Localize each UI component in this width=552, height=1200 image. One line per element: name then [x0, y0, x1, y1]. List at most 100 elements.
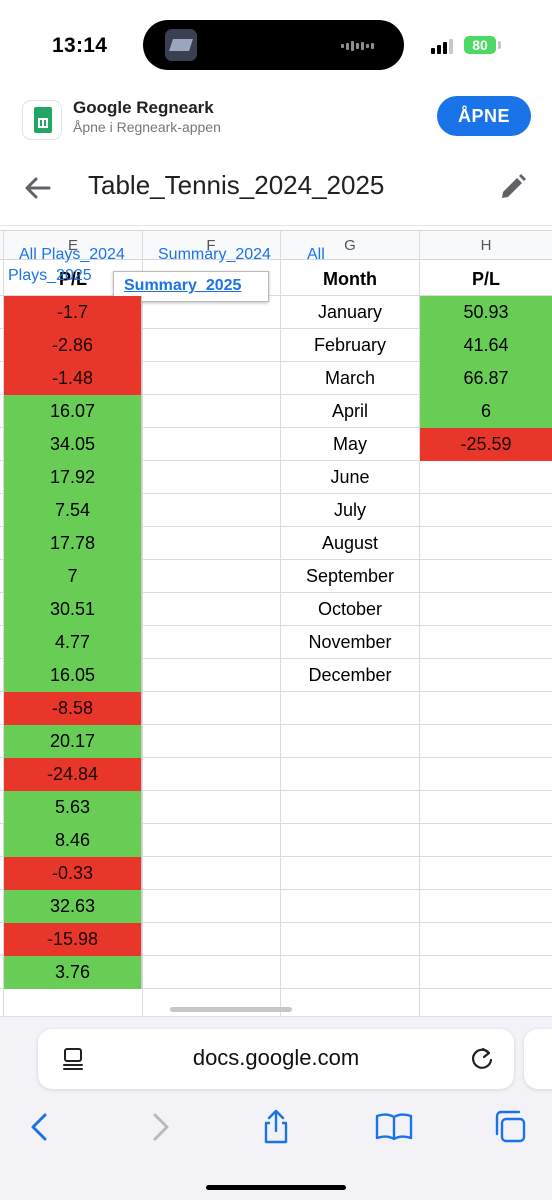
- sheet-tab-all-plays-2024[interactable]: All Plays_2024: [19, 246, 125, 263]
- month-cell[interactable]: April: [331, 401, 368, 421]
- pl-cell[interactable]: -8.58: [4, 692, 142, 725]
- pl-cell[interactable]: 34.05: [4, 428, 142, 461]
- pl-cell[interactable]: 7.54: [4, 494, 142, 527]
- month-cell[interactable]: August: [321, 533, 379, 553]
- month-cell[interactable]: December: [308, 665, 392, 685]
- monthly-pl-cell[interactable]: 6: [420, 395, 552, 428]
- table-row: -0.33: [0, 857, 552, 890]
- table-row: -2.86 February 41.64: [0, 329, 552, 362]
- table-row: 30.51 October: [0, 593, 552, 626]
- table-row: 5.63: [0, 791, 552, 824]
- pl-cell[interactable]: 32.63: [4, 890, 142, 923]
- spreadsheet-grid[interactable]: E F G H P/L Month P/L All Plays_2024 Sum…: [0, 226, 552, 1016]
- share-icon[interactable]: [256, 1107, 296, 1147]
- document-header: Table_Tennis_2024_2025: [0, 150, 552, 226]
- table-row: 4.77 November: [0, 626, 552, 659]
- column-header-g[interactable]: G: [344, 237, 356, 254]
- pl-cell[interactable]: 17.78: [4, 527, 142, 560]
- battery-level: 80: [472, 37, 488, 53]
- monthly-pl-cell[interactable]: 41.64: [420, 329, 552, 362]
- sheet-tab-all-plays-2025-part[interactable]: All: [307, 246, 325, 263]
- pl-cell[interactable]: -2.86: [4, 329, 142, 362]
- pl-cell[interactable]: 17.92: [4, 461, 142, 494]
- header-month[interactable]: Month: [323, 268, 377, 289]
- pl-cell[interactable]: 3.76: [4, 956, 142, 989]
- table-row: -8.58: [0, 692, 552, 725]
- sheet-tab-summary-2025-label: Summary_2025: [124, 277, 242, 294]
- pl-cell[interactable]: 16.07: [4, 395, 142, 428]
- back-arrow-icon[interactable]: [22, 172, 54, 204]
- pl-cell[interactable]: 8.46: [4, 824, 142, 857]
- tabs-icon[interactable]: [492, 1107, 532, 1147]
- pl-cell[interactable]: -1.7: [4, 296, 142, 329]
- banner-app-name: Google Regneark: [73, 98, 214, 117]
- table-row: 32.63: [0, 890, 552, 923]
- status-bar: 13:14 80: [0, 0, 552, 90]
- open-app-button[interactable]: ÅPNE: [437, 96, 531, 136]
- month-cell[interactable]: June: [330, 467, 370, 487]
- table-row: 16.05 December: [0, 659, 552, 692]
- header-pl-h[interactable]: P/L: [471, 268, 500, 289]
- edit-pencil-icon[interactable]: [498, 172, 528, 202]
- table-row: -1.7 January 50.93: [0, 296, 552, 329]
- month-cell[interactable]: January: [317, 302, 383, 322]
- column-header-e[interactable]: E: [67, 237, 78, 254]
- pl-cell[interactable]: 7: [4, 560, 142, 593]
- pl-cell[interactable]: 20.17: [4, 725, 142, 758]
- horizontal-scroll-indicator[interactable]: [170, 1007, 292, 1012]
- column-header-bar: E F G H: [0, 230, 552, 260]
- home-indicator[interactable]: [206, 1185, 346, 1190]
- table-row: 16.07 April 6: [0, 395, 552, 428]
- google-sheets-icon: [22, 100, 62, 140]
- month-cell[interactable]: March: [324, 368, 375, 388]
- table-row: -24.84: [0, 758, 552, 791]
- table-row: 20.17: [0, 725, 552, 758]
- banner-subtitle: Åpne i Regneark-appen: [73, 119, 221, 135]
- pl-cell[interactable]: 16.05: [4, 659, 142, 692]
- pl-cell[interactable]: 30.51: [4, 593, 142, 626]
- table-row: -15.98: [0, 923, 552, 956]
- forward-icon[interactable]: [140, 1107, 180, 1147]
- header-row: P/L Month P/L: [0, 262, 552, 296]
- cellular-signal-icon: [431, 38, 453, 54]
- pl-cell[interactable]: 5.63: [4, 791, 142, 824]
- table-row: 34.05 May -25.59: [0, 428, 552, 461]
- pl-cell[interactable]: -15.98: [4, 923, 142, 956]
- battery-icon: 80: [464, 36, 496, 54]
- page-format-icon[interactable]: [60, 1046, 86, 1072]
- month-cell[interactable]: May: [332, 434, 367, 454]
- sheet-tab-summary-2024[interactable]: Summary_2024: [158, 246, 271, 263]
- month-cell[interactable]: September: [305, 566, 395, 586]
- address-bar[interactable]: docs.google.com: [38, 1029, 514, 1089]
- battery-tip: [498, 41, 501, 49]
- column-header-f[interactable]: F: [206, 237, 216, 254]
- reload-icon[interactable]: [468, 1045, 496, 1073]
- open-in-app-banner: Google Regneark Åpne i Regneark-appen ÅP…: [0, 90, 552, 150]
- monthly-pl-cell[interactable]: 50.93: [420, 296, 552, 329]
- table-row: 7 September: [0, 560, 552, 593]
- audio-waveform-icon: [341, 41, 374, 51]
- next-tab-preview[interactable]: [524, 1029, 552, 1089]
- monthly-pl-cell[interactable]: -25.59: [420, 428, 552, 461]
- header-pl-e[interactable]: P/L: [58, 268, 87, 289]
- browser-toolbar: docs.google.com: [0, 1016, 552, 1200]
- now-playing-artwork: [165, 29, 197, 61]
- sheet-tab-bar: All Plays_2024 Summary_2024 All Plays_20…: [0, 236, 325, 302]
- bookmarks-icon[interactable]: [374, 1107, 414, 1147]
- dynamic-island[interactable]: [143, 20, 404, 70]
- month-cell[interactable]: July: [333, 500, 366, 520]
- month-cell[interactable]: November: [308, 632, 392, 652]
- month-cell[interactable]: October: [317, 599, 383, 619]
- pl-cell[interactable]: -1.48: [4, 362, 142, 395]
- column-header-h[interactable]: H: [480, 237, 492, 254]
- url-text: docs.google.com: [192, 1045, 360, 1070]
- sheet-tab-plays-2025[interactable]: Plays_2025: [8, 267, 92, 284]
- table-row: 17.78 August: [0, 527, 552, 560]
- table-row: -1.48 March 66.87: [0, 362, 552, 395]
- month-cell[interactable]: February: [313, 335, 387, 355]
- pl-cell[interactable]: 4.77: [4, 626, 142, 659]
- back-icon[interactable]: [20, 1107, 60, 1147]
- pl-cell[interactable]: -24.84: [4, 758, 142, 791]
- pl-cell[interactable]: -0.33: [4, 857, 142, 890]
- monthly-pl-cell[interactable]: 66.87: [420, 362, 552, 395]
